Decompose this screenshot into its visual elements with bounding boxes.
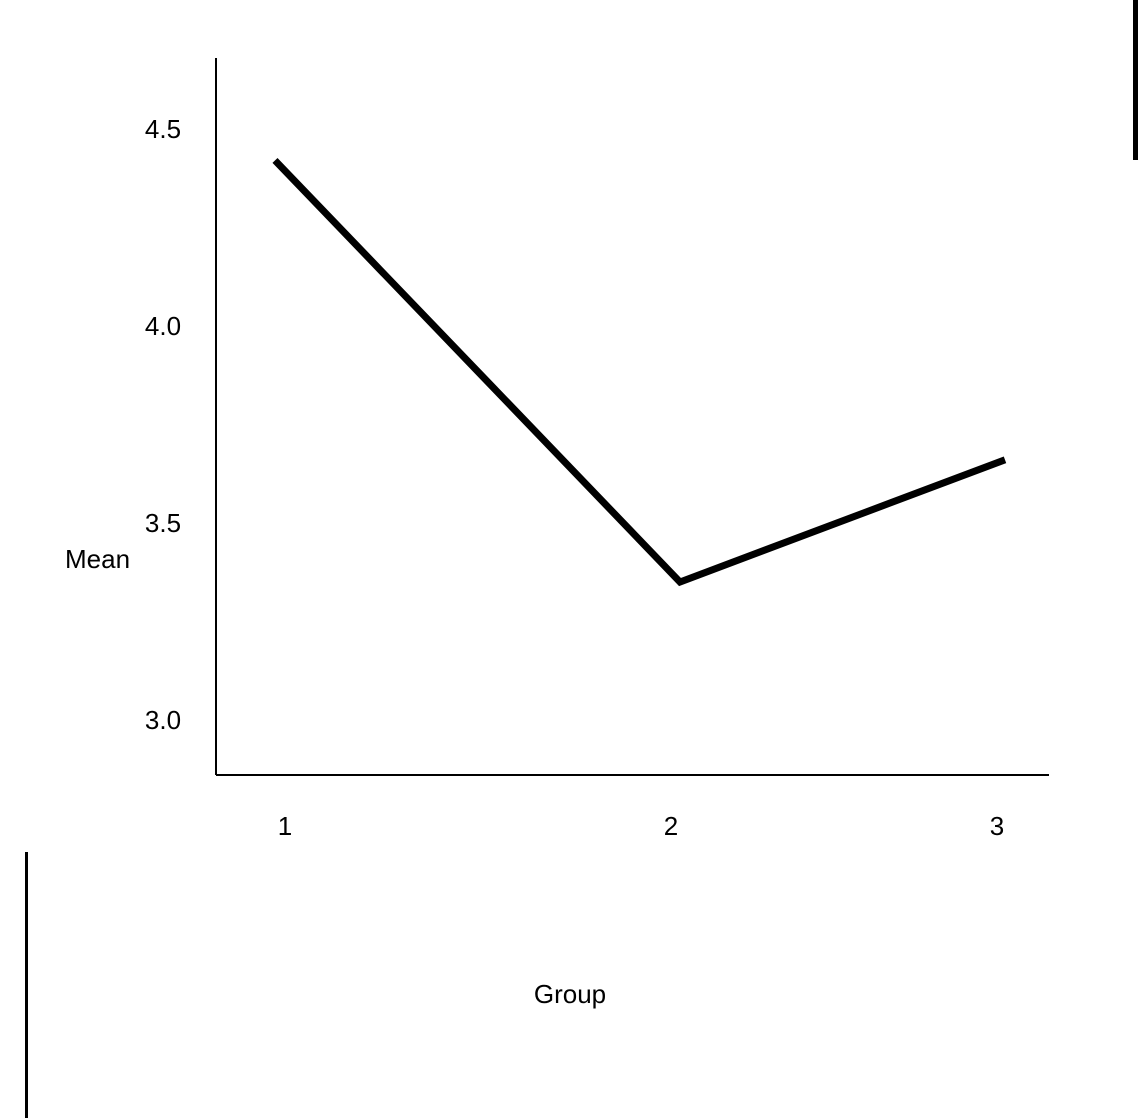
x-axis-label: Group: [534, 979, 606, 1009]
y-tick-label: 4.5: [145, 114, 181, 144]
series-lines: [272, 157, 1007, 587]
left-edge-rule: [25, 852, 28, 1118]
x-tick-label: 3: [990, 811, 1004, 841]
series-line: [272, 157, 1007, 587]
right-edge-rule: [1133, 0, 1138, 160]
y-axis-label: Mean: [65, 544, 130, 574]
y-tick-label: 3.5: [145, 508, 181, 538]
x-tick-label: 2: [664, 811, 678, 841]
y-tick-label: 3.0: [145, 705, 181, 735]
y-tick-labels: 3.0 3.5 4.0 4.5: [145, 114, 181, 735]
x-tick-labels: 1 2 3: [278, 811, 1004, 841]
y-tick-label: 4.0: [145, 311, 181, 341]
x-tick-label: 1: [278, 811, 292, 841]
